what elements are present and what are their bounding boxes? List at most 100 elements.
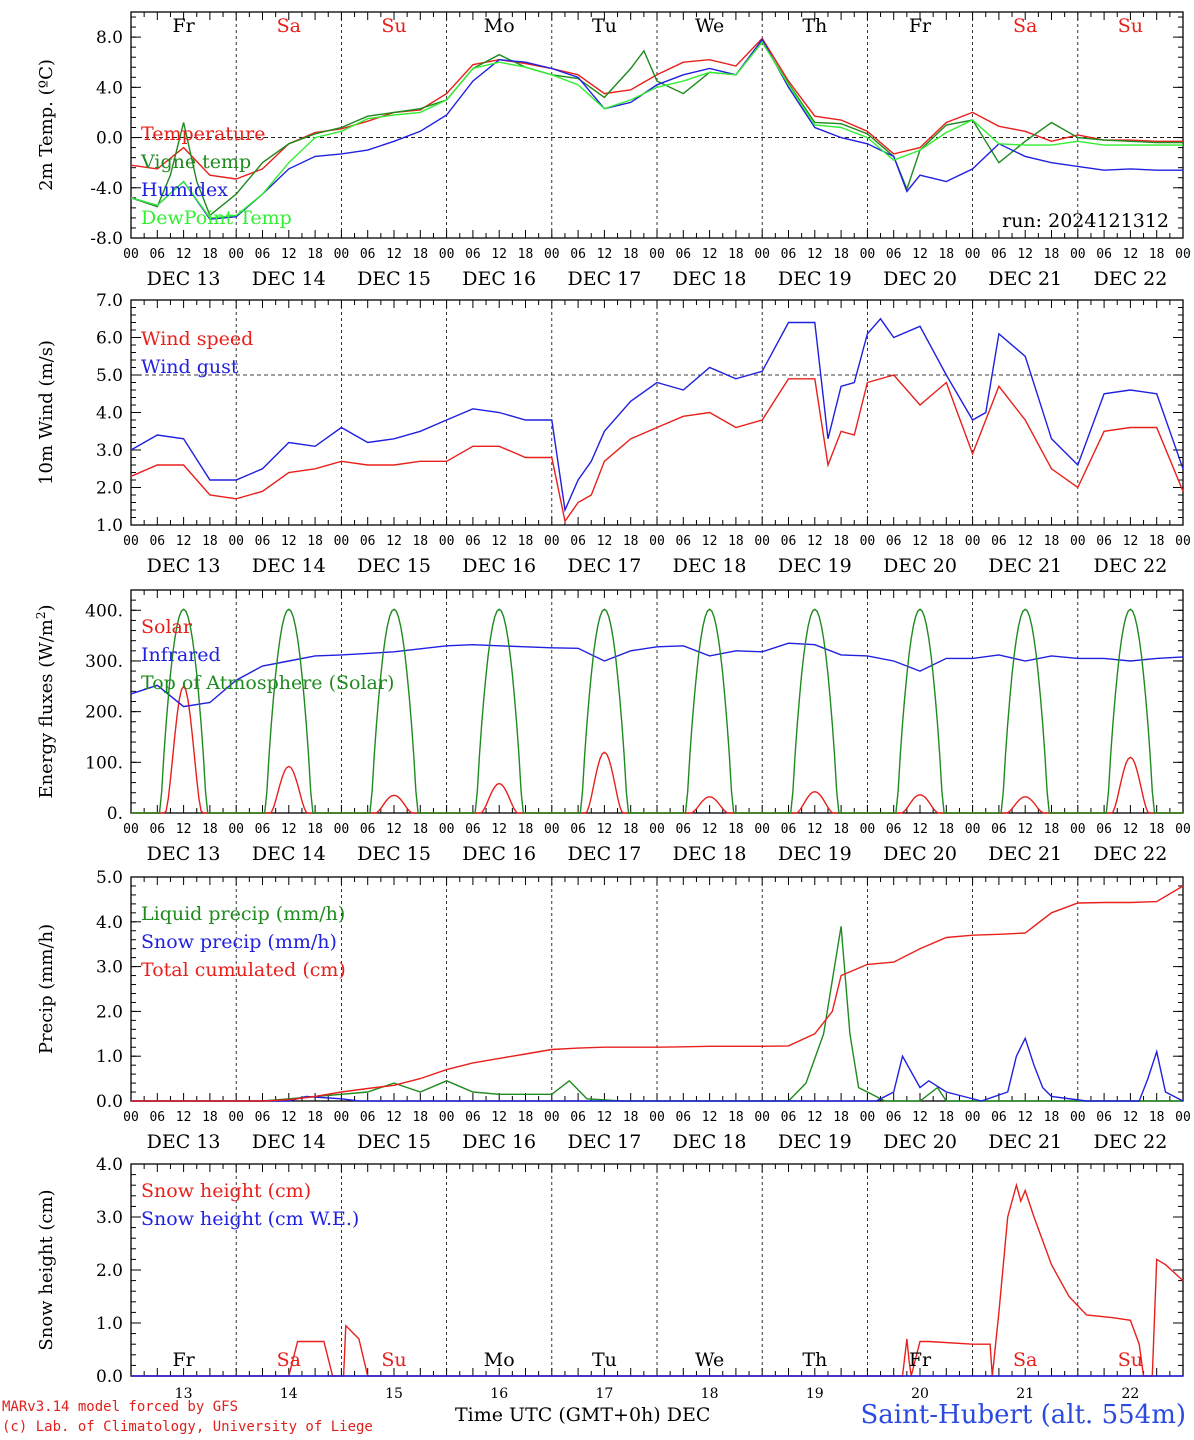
date-label: DEC 19 [778, 1131, 852, 1153]
date-label: DEC 22 [1093, 555, 1167, 577]
series-line-temperature [130, 37, 1183, 180]
hour-label: 12 [807, 247, 823, 262]
date-label: DEC 21 [988, 1131, 1062, 1153]
y-tick-label: 3.0 [96, 958, 123, 978]
hour-label: 06 [570, 1110, 586, 1125]
y-axis-label: Energy fluxes (W/m2) [34, 604, 57, 798]
hour-label: 00 [439, 534, 455, 549]
date-label: DEC 18 [673, 843, 747, 865]
hour-label: 00 [123, 534, 139, 549]
y-tick-label: -8.0 [90, 229, 123, 249]
y-axis-label: Precip (mm/h) [36, 924, 57, 1054]
hour-label: 06 [465, 1110, 481, 1125]
hour-label: 06 [570, 822, 586, 837]
hour-label: 00 [1175, 822, 1191, 837]
hour-label: 12 [597, 1110, 613, 1125]
hour-label: 12 [281, 1110, 297, 1125]
y-tick-label: 4.0 [96, 913, 123, 933]
date-label: DEC 16 [462, 843, 536, 865]
hour-label: 12 [491, 1110, 507, 1125]
date-number: 14 [280, 1386, 298, 1402]
date-number: 21 [1016, 1386, 1034, 1402]
hour-label: 06 [149, 822, 165, 837]
hour-label: 00 [334, 822, 350, 837]
y-tick-label: 2.0 [96, 1261, 123, 1281]
hour-label: 06 [675, 247, 691, 262]
hour-label: 18 [623, 247, 639, 262]
hour-label: 00 [123, 247, 139, 262]
hour-label: 00 [754, 534, 770, 549]
date-label: DEC 21 [988, 843, 1062, 865]
hour-label: 12 [597, 247, 613, 262]
y-tick-label: 0.0 [96, 129, 123, 149]
hour-label: 12 [1017, 534, 1033, 549]
date-label: DEC 20 [883, 268, 957, 290]
series-line-infrared [130, 642, 1184, 708]
y-tick-label: 2.0 [96, 1002, 123, 1022]
legend-entry: Temperature [141, 123, 265, 145]
y-tick-label: 0.0 [96, 1092, 123, 1112]
hour-label: 06 [991, 247, 1007, 262]
hour-label: 06 [255, 247, 271, 262]
legend-entry: Snow height (cm W.E.) [141, 1208, 359, 1230]
series-line-humidex [130, 38, 1183, 220]
series-line-total-cumulated-cm- [131, 885, 1184, 1102]
date-label: DEC 19 [778, 268, 852, 290]
hour-label: 12 [702, 822, 718, 837]
hour-label: 18 [623, 534, 639, 549]
chart-panel-5: Snow height (cm) [36, 1163, 1184, 1377]
hour-label: 18 [307, 822, 323, 837]
weekday-label: Fr [909, 15, 932, 37]
y-tick-label: 5.0 [96, 366, 123, 386]
date-label: DEC 20 [883, 1131, 957, 1153]
y-axis-label: Snow height (cm) [36, 1189, 57, 1350]
hour-label: 18 [307, 1110, 323, 1125]
legend-entry: Infrared [141, 644, 221, 666]
hour-label: 18 [728, 534, 744, 549]
hour-label: 18 [728, 822, 744, 837]
date-label: DEC 18 [673, 555, 747, 577]
hour-label: 06 [991, 822, 1007, 837]
hour-label: 18 [1149, 247, 1165, 262]
hour-label: 18 [518, 822, 534, 837]
weekday-label: Mo [484, 15, 515, 37]
hour-label: 12 [176, 534, 192, 549]
hour-label: 12 [491, 822, 507, 837]
y-tick-label: 0. [107, 804, 123, 824]
hour-label: 12 [1017, 1110, 1033, 1125]
date-label: DEC 13 [147, 268, 221, 290]
hour-label: 18 [518, 247, 534, 262]
y-tick-label: 1.0 [96, 1047, 123, 1067]
hour-label: 00 [965, 534, 981, 549]
date-label: DEC 13 [147, 1131, 221, 1153]
y-axis-label: 2m Temp. (ºC) [36, 59, 57, 191]
hour-label: 18 [833, 822, 849, 837]
hour-label: 00 [439, 247, 455, 262]
hour-label: 12 [491, 534, 507, 549]
legend-entry: Wind speed [141, 328, 253, 350]
weekday-label: Su [1118, 1349, 1143, 1371]
hour-label: 06 [781, 822, 797, 837]
date-label: DEC 15 [357, 1131, 431, 1153]
weekday-label: Tu [592, 1349, 617, 1371]
x-axis-title: Time UTC (GMT+0h) DEC [455, 1404, 711, 1426]
hour-label: 06 [886, 1110, 902, 1125]
hour-label: 06 [991, 1110, 1007, 1125]
hour-label: 18 [1044, 247, 1060, 262]
chart-panel-2: 10m Wind (m/s) [36, 299, 1184, 526]
date-label: DEC 14 [252, 268, 326, 290]
hour-label: 18 [202, 534, 218, 549]
hour-label: 00 [334, 247, 350, 262]
hour-label: 06 [675, 1110, 691, 1125]
hour-label: 12 [807, 1110, 823, 1125]
hour-label: 00 [860, 822, 876, 837]
hour-label: 00 [439, 822, 455, 837]
hour-label: 00 [649, 534, 665, 549]
hour-label: 00 [544, 247, 560, 262]
chart-panel-1: 2m Temp. (ºC) [36, 11, 1184, 239]
hour-label: 00 [860, 534, 876, 549]
hour-label: 12 [912, 247, 928, 262]
hour-label: 00 [1070, 247, 1086, 262]
series-line-liquid-precip-mm-h- [131, 926, 1183, 1102]
hour-label: 06 [149, 1110, 165, 1125]
